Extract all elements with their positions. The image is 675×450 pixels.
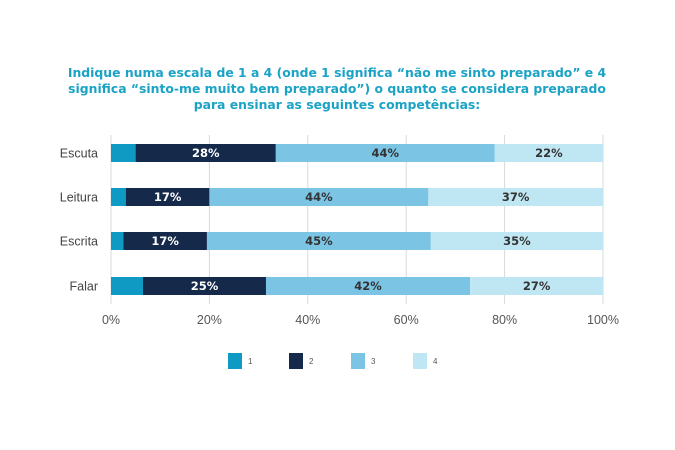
bar-segment-3 bbox=[265, 277, 471, 295]
data-label: 27% bbox=[523, 279, 551, 293]
chart-title-line-1: Indique numa escala de 1 a 4 (onde 1 sig… bbox=[68, 65, 607, 80]
legend-label: 1 bbox=[248, 357, 253, 366]
x-tick-label: 80% bbox=[492, 313, 517, 327]
bar-segment-1 bbox=[111, 232, 124, 250]
bar-segment-1 bbox=[111, 144, 136, 162]
legend-swatch-4 bbox=[413, 353, 427, 369]
bar-segment-1 bbox=[111, 277, 143, 295]
bar-segment-3 bbox=[206, 232, 431, 250]
x-tick-label: 40% bbox=[295, 313, 320, 327]
bar-segment-2 bbox=[135, 144, 276, 162]
bar-segment-4 bbox=[470, 277, 603, 295]
bar-segment-4 bbox=[430, 232, 603, 250]
bar-segment-2 bbox=[123, 232, 207, 250]
chart-title-line-3: para ensinar as seguintes competências: bbox=[194, 97, 481, 112]
data-label: 45% bbox=[305, 234, 333, 248]
bar-segment-4 bbox=[494, 144, 603, 162]
legend-label: 2 bbox=[309, 357, 314, 366]
legend-label: 4 bbox=[433, 357, 438, 366]
chart-title-line-2: significa “sinto-me muito bem preparado”… bbox=[68, 81, 606, 96]
category-label: Escuta bbox=[60, 147, 98, 161]
category-label: Escrita bbox=[60, 235, 98, 249]
bar-segment-2 bbox=[125, 188, 210, 206]
data-label: 17% bbox=[151, 234, 179, 248]
data-label: 25% bbox=[191, 279, 219, 293]
data-label: 17% bbox=[154, 190, 182, 204]
data-label: 37% bbox=[502, 190, 530, 204]
x-tick-label: 0% bbox=[102, 313, 120, 327]
bar-segment-4 bbox=[428, 188, 603, 206]
data-label: 35% bbox=[503, 234, 531, 248]
x-tick-label: 60% bbox=[394, 313, 419, 327]
bar-segment-3 bbox=[209, 188, 429, 206]
bar-segment-3 bbox=[275, 144, 495, 162]
bar-segment-2 bbox=[142, 277, 266, 295]
chart-title: Indique numa escala de 1 a 4 (onde 1 sig… bbox=[68, 65, 607, 112]
category-label: Falar bbox=[70, 280, 98, 294]
data-label: 28% bbox=[192, 146, 220, 160]
legend-label: 3 bbox=[371, 357, 376, 366]
data-label: 44% bbox=[372, 146, 400, 160]
x-axis-ticks: 0% 20% 40% 60% 80% 100% bbox=[102, 313, 619, 327]
legend-swatch-1 bbox=[228, 353, 242, 369]
data-label: 44% bbox=[305, 190, 333, 204]
legend: 1 2 3 4 bbox=[228, 353, 438, 369]
legend-swatch-2 bbox=[289, 353, 303, 369]
gridlines bbox=[110, 135, 604, 304]
category-label: Leitura bbox=[60, 191, 98, 205]
bars: 28% 44% 22% 17% 44% 37% 17% 45% 35% 25% 42% 27% bbox=[111, 144, 603, 295]
data-label: 22% bbox=[535, 146, 563, 160]
x-tick-label: 100% bbox=[587, 313, 619, 327]
category-labels: Escuta Leitura Escrita Falar bbox=[60, 147, 98, 294]
legend-swatch-3 bbox=[351, 353, 365, 369]
bar-segment-1 bbox=[111, 188, 126, 206]
x-tick-label: 20% bbox=[197, 313, 222, 327]
data-label: 42% bbox=[354, 279, 382, 293]
